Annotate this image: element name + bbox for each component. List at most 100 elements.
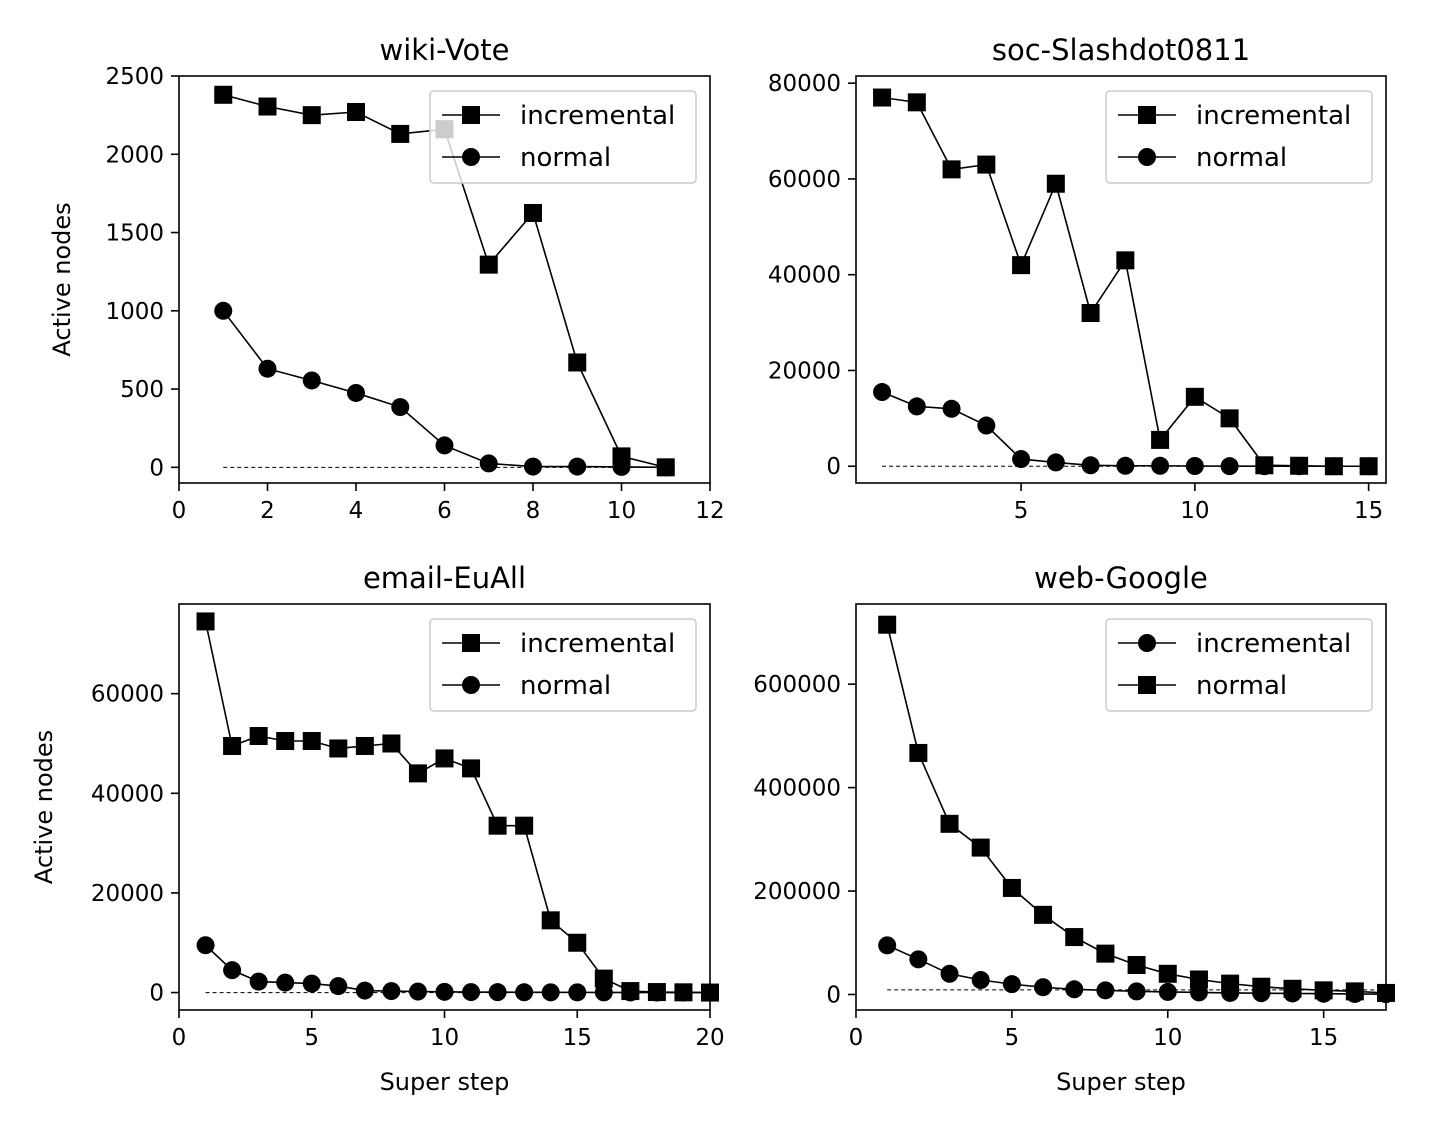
chart-title: wiki-Vote [380, 33, 510, 67]
chart-panel-4: web-Google 0 5 10 15 0 200000 400000 600000 Super… [753, 561, 1395, 1096]
data-point-normal [1127, 956, 1146, 975]
x-tick-label: 15 [1309, 1025, 1338, 1051]
y-tick-label: 600000 [753, 672, 841, 698]
data-point-normal [302, 371, 321, 390]
data-point-normal [1002, 878, 1021, 897]
x-tick-label: 5 [304, 1025, 319, 1051]
data-point-incremental [1151, 430, 1170, 449]
y-tick-label: 60000 [768, 167, 841, 193]
data-point-incremental [1158, 982, 1177, 1001]
legend-box [429, 618, 697, 712]
legend-marker [1138, 148, 1156, 166]
x-tick-label: 15 [1354, 498, 1383, 524]
data-point-normal [907, 397, 926, 416]
data-point-incremental [1185, 387, 1204, 406]
data-point-incremental [276, 731, 295, 750]
data-point-incremental [942, 160, 961, 179]
data-point-incremental [977, 155, 996, 174]
data-point-incremental [462, 759, 481, 778]
y-axis-label: Active nodes [30, 730, 58, 884]
data-point-normal [1314, 981, 1333, 1000]
data-point-incremental [515, 816, 534, 835]
data-point-incremental [1012, 256, 1031, 275]
y-tick-label: 1500 [105, 221, 164, 247]
chart-panel-3: email-EuAll 0 5 10 15 20 0 20000 40000 60000 Super… [30, 561, 725, 1096]
y-tick-label: 0 [826, 982, 841, 1008]
data-point-normal [1046, 453, 1065, 472]
data-point-normal [621, 983, 640, 1002]
data-point-normal [462, 983, 481, 1002]
legend-box [1105, 90, 1373, 184]
legend-marker [462, 148, 480, 166]
legend-label: incremental [520, 629, 675, 659]
data-point-normal [479, 454, 498, 473]
chart-panel-1: wiki-Vote 0 2 4 6 8 10 12 0 500 1000 1500 2000 2500 Ac… [48, 33, 725, 524]
data-point-normal [568, 983, 587, 1002]
data-point-normal [971, 838, 990, 857]
data-point-normal [878, 615, 897, 634]
data-point-incremental [873, 88, 892, 107]
data-point-normal [1290, 457, 1309, 476]
data-point-incremental [223, 736, 242, 755]
x-tick-label: 2 [260, 498, 275, 524]
x-tick-label: 0 [172, 1025, 187, 1051]
data-point-normal [1377, 983, 1395, 1002]
data-point-normal [249, 972, 268, 991]
data-point-incremental [568, 353, 587, 372]
data-point-normal [196, 936, 215, 955]
data-point-normal [1189, 970, 1208, 989]
y-tick-label: 0 [149, 455, 164, 481]
data-point-incremental [1046, 174, 1065, 193]
legend-box [429, 90, 697, 184]
data-point-normal [1096, 944, 1115, 963]
data-point-normal [541, 983, 560, 1002]
legend: incremental normal [1105, 90, 1373, 184]
data-point-incremental [302, 731, 321, 750]
data-point-incremental [382, 734, 401, 753]
data-point-incremental [408, 764, 427, 783]
data-point-normal [701, 983, 719, 1002]
data-point-incremental [196, 612, 215, 631]
data-point-normal [594, 983, 613, 1002]
x-tick-label: 20 [695, 1025, 724, 1051]
data-point-incremental [391, 124, 410, 143]
data-point-normal [1065, 928, 1084, 947]
x-axis-label: Super step [1056, 1068, 1186, 1096]
data-point-incremental [258, 97, 277, 116]
chart-panel-2: soc-Slashdot0811 5 10 15 0 20000 40000 60000 800… [768, 33, 1387, 524]
legend-label: incremental [520, 101, 675, 131]
data-point-incremental [541, 911, 560, 930]
x-tick-label: 0 [849, 1025, 864, 1051]
data-point-incremental [971, 971, 990, 990]
data-point-normal [1221, 974, 1240, 993]
data-point-normal [258, 359, 277, 378]
y-tick-label: 20000 [768, 358, 841, 384]
chart-title: soc-Slashdot0811 [992, 33, 1250, 67]
data-point-normal [940, 814, 959, 833]
data-point-normal [1220, 457, 1239, 476]
plot-frame [855, 603, 1387, 1011]
data-point-normal [223, 961, 242, 980]
data-point-normal [568, 457, 587, 476]
x-tick-label: 5 [1014, 498, 1029, 524]
legend-marker [462, 106, 480, 124]
data-point-normal [347, 383, 365, 402]
data-point-normal [1151, 456, 1170, 475]
x-tick-label: 12 [695, 498, 724, 524]
data-point-incremental [1096, 981, 1115, 1000]
legend: incremental normal [1105, 618, 1373, 712]
legend-label: normal [1196, 671, 1287, 701]
y-axis-label: Active nodes [48, 202, 76, 356]
data-point-incremental [329, 739, 348, 758]
data-point-normal [524, 457, 542, 476]
y-tick-label: 0 [826, 454, 841, 480]
data-point-incremental [214, 85, 233, 104]
data-point-normal [1081, 456, 1100, 475]
data-point-incremental [1081, 304, 1100, 323]
data-point-normal [1116, 456, 1135, 475]
data-point-normal [656, 458, 675, 477]
x-tick-label: 4 [349, 498, 364, 524]
data-point-normal [276, 973, 295, 992]
data-point-incremental [909, 950, 928, 969]
